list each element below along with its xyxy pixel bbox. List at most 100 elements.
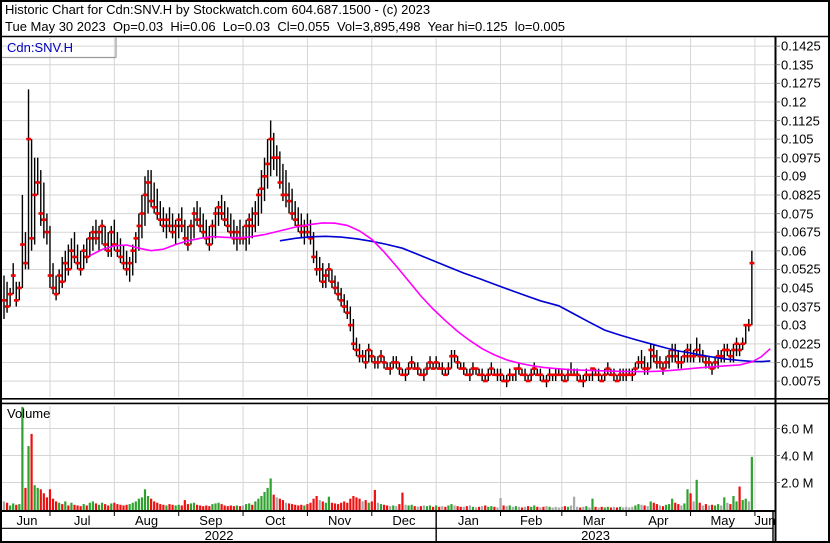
month-axis-label: Apr (648, 513, 669, 528)
volume-bar (496, 507, 499, 510)
volume-bar (330, 502, 334, 510)
close-tick (666, 354, 672, 358)
volume-bar (134, 501, 137, 510)
volume-bar (82, 504, 85, 510)
volume-bar (606, 506, 609, 510)
volume-bar (465, 506, 468, 510)
volume-bar (692, 501, 695, 510)
volume-bar (64, 501, 67, 510)
volume-bar (315, 496, 318, 510)
close-tick (280, 193, 286, 197)
close-tick (326, 268, 332, 271)
close-tick (608, 373, 614, 377)
volume-bar (717, 504, 720, 510)
volume-bar (367, 502, 370, 510)
volume-bar (640, 504, 643, 510)
volume-bar (321, 501, 324, 510)
close-tick (44, 230, 50, 234)
close-tick (277, 181, 283, 184)
volume-bar (79, 506, 82, 510)
volume-bar (566, 506, 570, 510)
close-tick (623, 373, 629, 377)
close-tick (102, 243, 108, 246)
close-tick (32, 193, 38, 197)
month-axis-label: Jun (16, 513, 38, 528)
close-tick (84, 255, 90, 259)
close-tick (479, 373, 485, 377)
month-axis-label: Dec (392, 513, 416, 528)
close-tick (262, 174, 268, 178)
close-tick (605, 367, 611, 370)
close-tick (412, 367, 418, 370)
close-tick (320, 280, 326, 284)
volume-bar (15, 504, 18, 510)
close-tick (243, 224, 249, 228)
volume-bar (487, 506, 490, 510)
volume-bar (419, 506, 422, 510)
close-tick (461, 367, 467, 370)
close-tick (424, 367, 430, 370)
close-tick (590, 367, 595, 370)
volume-bar (576, 506, 579, 510)
volume-bar (208, 506, 211, 510)
short-moving-average-line (89, 222, 771, 373)
close-tick (240, 237, 246, 240)
close-tick (547, 373, 553, 377)
volume-bar (33, 485, 36, 510)
volume-bar (432, 506, 435, 510)
volume-bar (373, 489, 376, 510)
close-tick (400, 373, 405, 377)
close-tick (10, 274, 16, 277)
volume-bar (582, 506, 585, 510)
price-axis-label: 0.045 (781, 280, 814, 296)
volume-bar (723, 497, 726, 510)
volume-bar (704, 504, 707, 510)
volume-axis-label: 4.0 M (781, 448, 814, 463)
volume-bar (2, 501, 6, 510)
close-tick (112, 243, 117, 246)
close-tick (679, 361, 684, 364)
close-tick (72, 255, 77, 259)
volume-bar (143, 489, 147, 510)
close-tick (59, 280, 65, 284)
volume-bar (389, 506, 392, 510)
volume-bar (514, 506, 517, 510)
volume-bar (235, 505, 239, 510)
close-tick (513, 367, 519, 370)
close-tick (115, 249, 120, 253)
close-tick (41, 218, 47, 222)
close-tick (136, 224, 142, 228)
close-tick (314, 268, 320, 271)
price-axis-label: 0.105 (781, 131, 814, 147)
volume-axis-label: 6.0 M (781, 421, 814, 436)
volume-bar (85, 505, 88, 510)
volume-bar (447, 505, 450, 510)
volume-bar (502, 505, 505, 510)
volume-bar (21, 406, 24, 510)
price-axis-label: 0.03 (781, 317, 807, 333)
close-tick (161, 224, 166, 228)
close-tick (317, 268, 323, 271)
close-tick (740, 342, 746, 346)
close-tick (633, 367, 638, 370)
long-moving-average-line (279, 235, 771, 363)
close-tick (329, 280, 335, 284)
close-tick (596, 373, 602, 377)
volume-bar (128, 504, 131, 510)
close-tick (694, 348, 700, 352)
close-tick (507, 373, 513, 377)
close-tick (81, 249, 87, 253)
close-tick (197, 224, 203, 228)
close-tick (158, 218, 163, 222)
volume-bar (554, 506, 557, 510)
price-axis-label: 0.135 (781, 57, 814, 73)
volume-bar (710, 504, 714, 510)
close-tick (525, 379, 531, 383)
symbol-label: Cdn:SNV.H (7, 40, 73, 55)
volume-bar (318, 500, 321, 510)
volume-bar (634, 505, 637, 510)
volume-bar (327, 496, 330, 510)
close-tick (473, 367, 479, 370)
close-tick (387, 367, 393, 370)
close-tick (718, 354, 724, 358)
